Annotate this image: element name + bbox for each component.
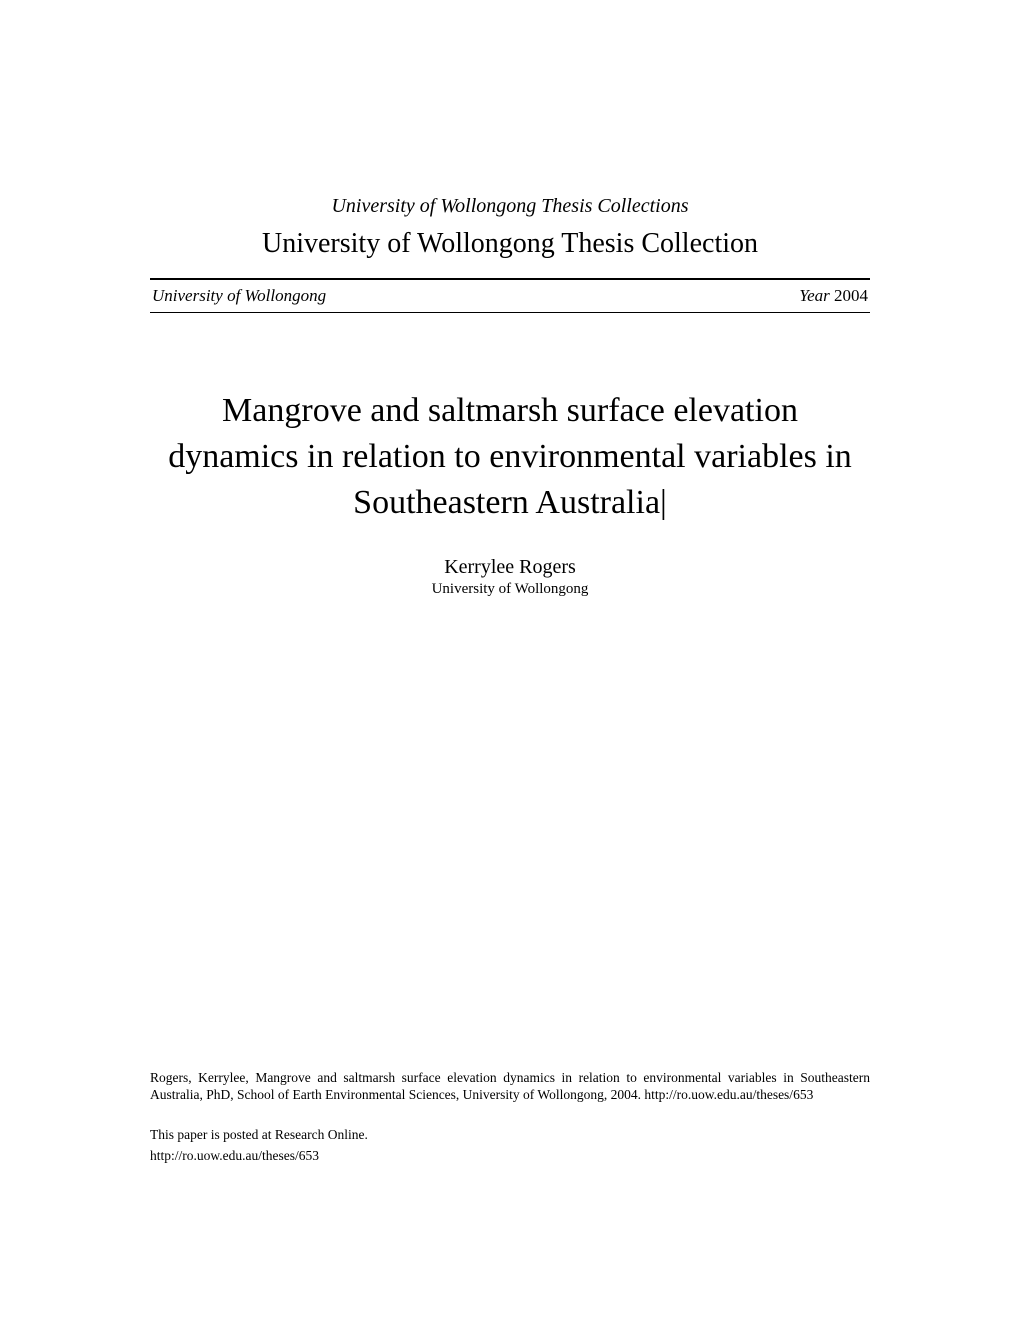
header-main-title: University of Wollongong Thesis Collecti…	[150, 228, 870, 260]
author-affiliation: University of Wollongong	[150, 581, 870, 598]
footer-section: Rogers, Kerrylee, Mangrove and saltmarsh…	[150, 1069, 870, 1165]
author-name: Kerrylee Rogers	[150, 556, 870, 579]
citation-text: Rogers, Kerrylee, Mangrove and saltmarsh…	[150, 1069, 870, 1104]
year-block: Year 2004	[799, 286, 868, 306]
posted-note: This paper is posted at Research Online.	[150, 1126, 870, 1144]
institution-label: University of Wollongong	[152, 286, 326, 306]
page-container: University of Wollongong Thesis Collecti…	[0, 0, 1020, 1320]
year-label: Year	[799, 286, 834, 305]
divider-bottom	[150, 312, 870, 313]
year-value: 2004	[834, 286, 868, 305]
document-title: Mangrove and saltmarsh surface elevation…	[150, 388, 870, 526]
repository-url: http://ro.uow.edu.au/theses/653	[150, 1147, 870, 1165]
header-super-title: University of Wollongong Thesis Collecti…	[150, 195, 870, 218]
meta-row: University of Wollongong Year 2004	[150, 280, 870, 312]
